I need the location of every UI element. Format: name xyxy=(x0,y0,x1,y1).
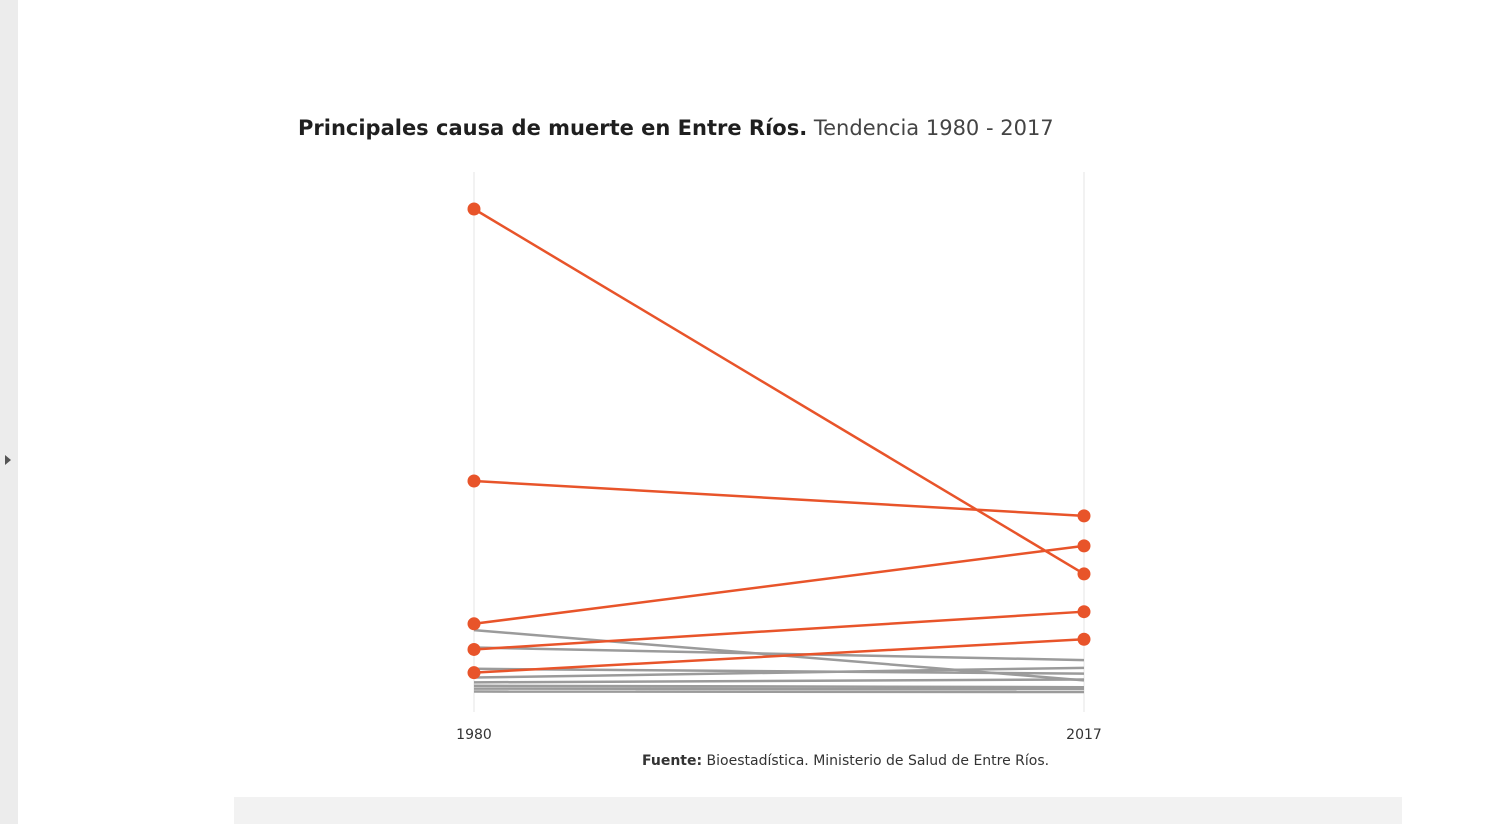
highlight-point[interactable] xyxy=(467,617,481,631)
highlight-point[interactable] xyxy=(467,202,481,216)
chart-title-main: Principales causa de muerte en Entre Río… xyxy=(298,116,808,140)
source-text: Bioestadística. Ministerio de Salud de E… xyxy=(706,753,1050,769)
highlight-series-line xyxy=(473,207,1085,576)
highlight-point[interactable] xyxy=(1077,632,1091,646)
expand-arrow-icon[interactable] xyxy=(5,455,11,465)
source-note: Fuente: Bioestadística. Ministerio de Sa… xyxy=(642,753,1049,769)
highlight-point[interactable] xyxy=(1077,567,1091,581)
highlight-series-line xyxy=(473,479,1085,518)
bottom-panel xyxy=(234,797,1402,824)
highlight-point[interactable] xyxy=(1077,605,1091,619)
x-tick-label: 1980 xyxy=(456,727,492,743)
highlight-series-line xyxy=(473,638,1085,674)
muted-series-line xyxy=(473,646,1085,662)
highlight-point[interactable] xyxy=(467,642,481,656)
left-rail xyxy=(0,0,18,824)
muted-series-line xyxy=(473,666,1085,679)
muted-series-line xyxy=(473,678,1085,684)
highlight-point[interactable] xyxy=(467,474,481,488)
highlight-series-line xyxy=(473,610,1085,651)
x-tick-label: 2017 xyxy=(1066,727,1102,743)
highlight-point[interactable] xyxy=(1077,539,1091,553)
highlight-series-line xyxy=(473,544,1085,626)
chart-title: Principales causa de muerte en Entre Río… xyxy=(298,116,1054,140)
muted-series-line xyxy=(473,667,1085,675)
highlight-point[interactable] xyxy=(467,666,481,680)
highlight-point[interactable] xyxy=(1077,509,1091,523)
muted-series-group xyxy=(473,628,1085,694)
source-label: Fuente: xyxy=(642,753,703,769)
chart-title-subtitle: Tendencia 1980 - 2017 xyxy=(813,116,1054,140)
highlight-series-group xyxy=(467,202,1091,680)
x-axis-ticks: 1980 2017 xyxy=(456,727,1102,743)
muted-series-line xyxy=(473,684,1085,689)
